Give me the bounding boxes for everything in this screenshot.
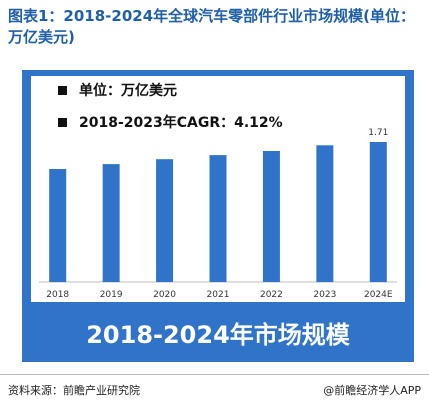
bar-2018 [49, 169, 67, 282]
bar-2019 [102, 164, 120, 282]
x-tick-label: 2024E [364, 290, 393, 300]
chart-title: 图表1：2018-2024年全球汽车零部件行业市场规模(单位：万亿美元) [8, 7, 416, 46]
x-tick-label: 2019 [100, 290, 123, 300]
bar-2020 [156, 159, 174, 282]
x-tick-label: 2021 [207, 290, 230, 300]
bar-2023 [316, 145, 334, 282]
bar-2021 [209, 155, 227, 282]
x-tick-label: 2023 [313, 290, 336, 300]
banner-title: 2018-2024年市场规模 [86, 320, 350, 349]
bar-2024E [369, 142, 387, 282]
legend-square-icon [58, 117, 67, 127]
legend-cagr-text: 2018-2023年CAGR：4.12% [79, 115, 283, 131]
legend-cagr: 2018-2023年CAGR：4.12% [58, 112, 283, 132]
legend-unit-text: 单位：万亿美元 [79, 83, 177, 99]
legend-unit: 单位：万亿美元 [58, 80, 177, 100]
footer-divider [0, 374, 429, 375]
bar-2022 [262, 151, 280, 282]
source-text: 资料来源：前瞻产业研究院 [8, 384, 140, 397]
x-tick-label: 2018 [46, 290, 69, 300]
x-tick-label: 2022 [260, 290, 283, 300]
x-tick-label: 2020 [153, 290, 176, 300]
legend-square-icon [58, 85, 67, 95]
brand-text: @前瞻经济学人APP [323, 384, 421, 397]
data-label: 1.71 [368, 128, 388, 138]
